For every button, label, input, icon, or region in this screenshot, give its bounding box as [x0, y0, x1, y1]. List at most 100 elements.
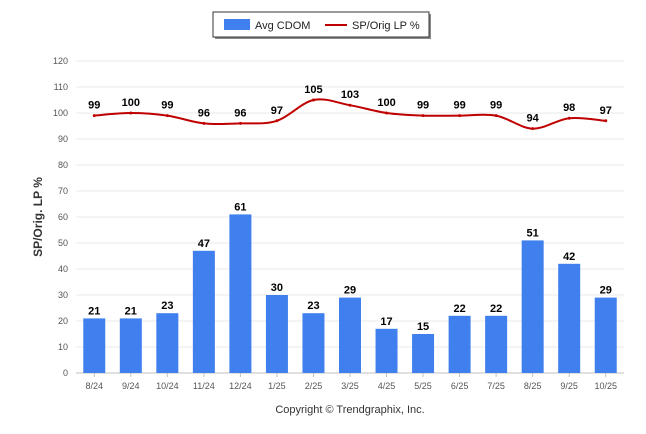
bar-1-25: [265, 295, 288, 373]
line-point: [238, 121, 242, 125]
x-tick-label: 9/25: [560, 381, 578, 391]
x-tick-label: 4/25: [378, 381, 396, 391]
bar-3-25: [339, 297, 361, 373]
line-point: [129, 111, 133, 115]
x-tick-label: 11/24: [193, 381, 215, 391]
y-tick-label: 0: [63, 368, 68, 378]
line-data-label: 105: [304, 84, 322, 96]
y-axis-ticks: 0 10 20 30 40 50 60 70 80 90 100 110 120: [53, 56, 68, 378]
bar-data-label: 17: [380, 316, 392, 328]
bar-2-25: [302, 313, 325, 373]
bar-6-25: [448, 315, 471, 373]
copyright-text: Copyright © Trendgraphix, Inc.: [275, 404, 424, 416]
y-tick-label: 60: [58, 212, 68, 222]
y-tick-label: 40: [58, 264, 68, 274]
line-point: [202, 121, 206, 125]
bar-data-label: 30: [271, 282, 283, 294]
bar-data-label: 23: [307, 300, 319, 312]
x-tick-label: 10/24: [156, 381, 179, 391]
line-data-label: 94: [527, 113, 540, 125]
bar-9-25: [558, 263, 581, 373]
line-point: [531, 127, 535, 131]
line-data-label: 100: [377, 97, 395, 109]
y-tick-label: 20: [58, 316, 68, 326]
bar-data-label: 22: [453, 303, 465, 315]
y-tick-label: 80: [58, 160, 68, 170]
line-point: [311, 98, 315, 102]
x-tick-label: 7/25: [487, 381, 505, 391]
x-tick-label: 5/25: [414, 381, 432, 391]
y-tick-label: 50: [58, 238, 68, 248]
bar-7-25: [485, 315, 508, 373]
bar-data-label: 47: [198, 238, 210, 250]
legend-label-avg-cdom: Avg CDOM: [255, 20, 310, 32]
bar-10-25: [594, 297, 617, 373]
x-tick-label: 9/24: [122, 381, 140, 391]
line-data-label: 98: [563, 102, 575, 114]
line-data-label: 96: [198, 107, 210, 119]
bar-5-25: [412, 334, 435, 373]
legend-label-sp-orig-lp: SP/Orig LP %: [352, 20, 420, 32]
bar-8-24: [83, 318, 106, 373]
bar-data-label: 22: [490, 303, 502, 315]
x-tick-label: 8/24: [86, 381, 104, 391]
y-axis-title: SP/Orig. LP %: [31, 177, 45, 257]
line-point: [567, 116, 571, 120]
line-data-label: 103: [341, 89, 359, 101]
bar-data-label: 42: [563, 251, 575, 263]
line-data-label: 100: [122, 97, 140, 109]
line-point: [275, 119, 279, 123]
line-point: [348, 103, 352, 107]
bar-data-label: 23: [161, 300, 173, 312]
x-tick-label: 2/25: [305, 381, 323, 391]
line-point: [458, 114, 462, 118]
bar-9-24: [119, 318, 142, 373]
line-point: [494, 114, 498, 118]
legend-swatch-avg-cdom: [224, 19, 250, 30]
line-point: [421, 114, 425, 118]
bar-data-label: 51: [527, 227, 539, 239]
line-point: [604, 119, 608, 123]
bar-11-24: [192, 250, 215, 373]
x-axis-ticks: 8/24 9/24 10/24 11/24 12/24 1/25 2/25 3/25 4/25 5…: [86, 373, 617, 391]
y-tick-label: 90: [58, 134, 68, 144]
bar-data-label: 15: [417, 321, 429, 333]
bar-data-label: 29: [600, 285, 612, 297]
line-data-label: 97: [600, 105, 612, 117]
line-data-label: 99: [417, 100, 429, 112]
y-tick-label: 30: [58, 290, 68, 300]
bar-data-label: 29: [344, 285, 356, 297]
line-data-label: 99: [490, 100, 502, 112]
bar-data-labels: 21 21 23 47 61 30 23 29 17 15 22 22 51 42 29: [88, 201, 612, 333]
bar-12-24: [229, 214, 252, 373]
x-tick-label: 6/25: [451, 381, 469, 391]
x-tick-label: 8/25: [524, 381, 542, 391]
line-data-label: 97: [271, 105, 283, 117]
bar-4-25: [375, 328, 398, 373]
x-tick-label: 10/25: [594, 381, 617, 391]
line-point: [165, 114, 169, 118]
x-tick-label: 3/25: [341, 381, 359, 391]
line-data-label: 99: [88, 100, 100, 112]
y-tick-label: 10: [58, 342, 68, 352]
legend: Avg CDOM SP/Orig LP %: [212, 11, 431, 39]
line-data-label: 99: [161, 100, 173, 112]
line-point: [385, 111, 389, 115]
y-tick-label: 70: [58, 186, 68, 196]
y-tick-label: 100: [53, 108, 68, 118]
x-tick-label: 1/25: [268, 381, 286, 391]
y-tick-label: 120: [53, 56, 68, 66]
bar-data-label: 21: [88, 305, 100, 317]
line-data-label: 96: [234, 107, 246, 119]
line-data-label: 99: [453, 100, 465, 112]
bar-data-label: 21: [125, 305, 137, 317]
bar-series-avg-cdom: [83, 214, 617, 373]
line-point: [92, 114, 96, 118]
line-data-labels: 99 100 99 96 96 97 105 103 100 99 99 99 94 98 97: [88, 84, 612, 131]
bar-data-label: 61: [234, 201, 246, 213]
y-tick-label: 110: [54, 82, 68, 92]
bar-10-24: [156, 313, 179, 373]
x-tick-label: 12/24: [229, 381, 252, 391]
bar-8-25: [521, 240, 544, 373]
